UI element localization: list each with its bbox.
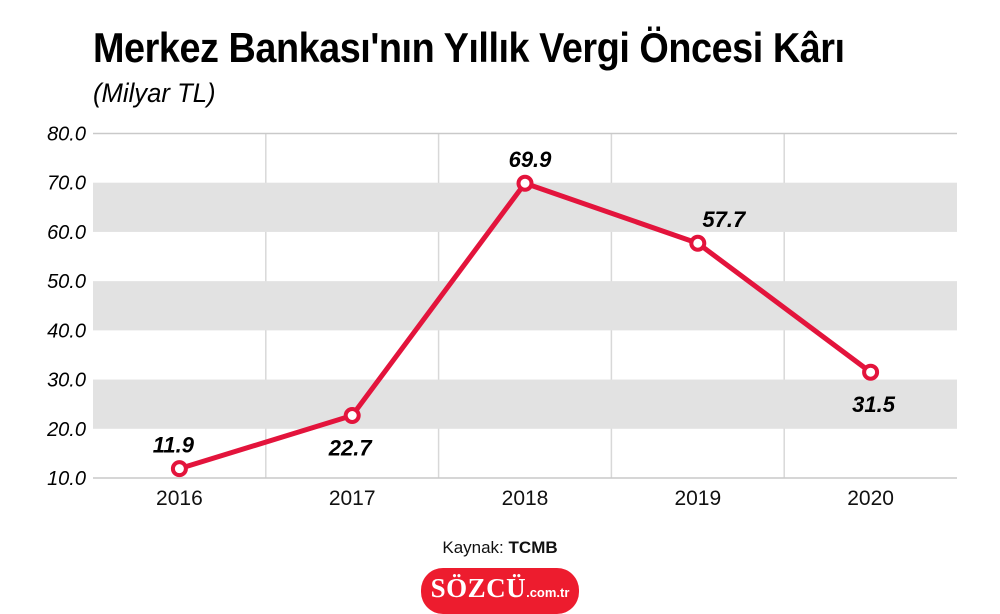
x-tick-label: 2016	[156, 487, 203, 510]
x-tick-label: 2017	[329, 487, 376, 510]
data-point-label: 22.7	[328, 435, 374, 460]
logo-domain-suffix: .com.tr	[526, 585, 570, 600]
line-chart: 10.0 20.0 30.0 40.0 50.0 60.0 70.0 80.0 2016 2017…	[46, 124, 957, 510]
y-tick-label: 10.0	[47, 468, 86, 490]
source-line: Kaynak: TCMB	[0, 538, 1000, 558]
data-point-marker	[862, 363, 880, 381]
grid-band	[93, 379, 957, 429]
source-prefix: Kaynak:	[442, 538, 504, 557]
x-tick-label: 2018	[502, 487, 549, 510]
y-tick-label: 20.0	[46, 419, 86, 441]
y-tick-label: 60.0	[47, 222, 86, 244]
y-tick-label: 80.0	[47, 124, 86, 146]
chart-title: Merkez Bankası'nın Yıllık Vergi Öncesi K…	[93, 24, 845, 71]
source-name: TCMB	[508, 538, 558, 557]
sozcu-logo: SÖZCÜ .com.tr	[421, 568, 579, 614]
data-point-marker	[343, 406, 361, 424]
data-point-marker	[516, 174, 534, 192]
x-tick-label: 2019	[674, 487, 721, 510]
chart-subtitle: (Milyar TL)	[93, 78, 216, 108]
data-point-label: 31.5	[852, 392, 896, 417]
data-point-marker	[170, 460, 188, 478]
y-tick-label: 70.0	[47, 173, 86, 195]
data-point-label: 57.7	[702, 207, 747, 232]
x-tick-label: 2020	[847, 487, 894, 510]
data-point-label: 11.9	[153, 433, 195, 458]
y-tick-label: 50.0	[47, 271, 86, 293]
logo-wordmark: SÖZCÜ	[430, 573, 527, 603]
y-tick-label: 40.0	[47, 320, 86, 342]
y-tick-label: 30.0	[47, 370, 86, 392]
data-point-label: 69.9	[509, 147, 553, 172]
grid-band	[93, 281, 957, 331]
data-point-marker	[689, 234, 707, 252]
